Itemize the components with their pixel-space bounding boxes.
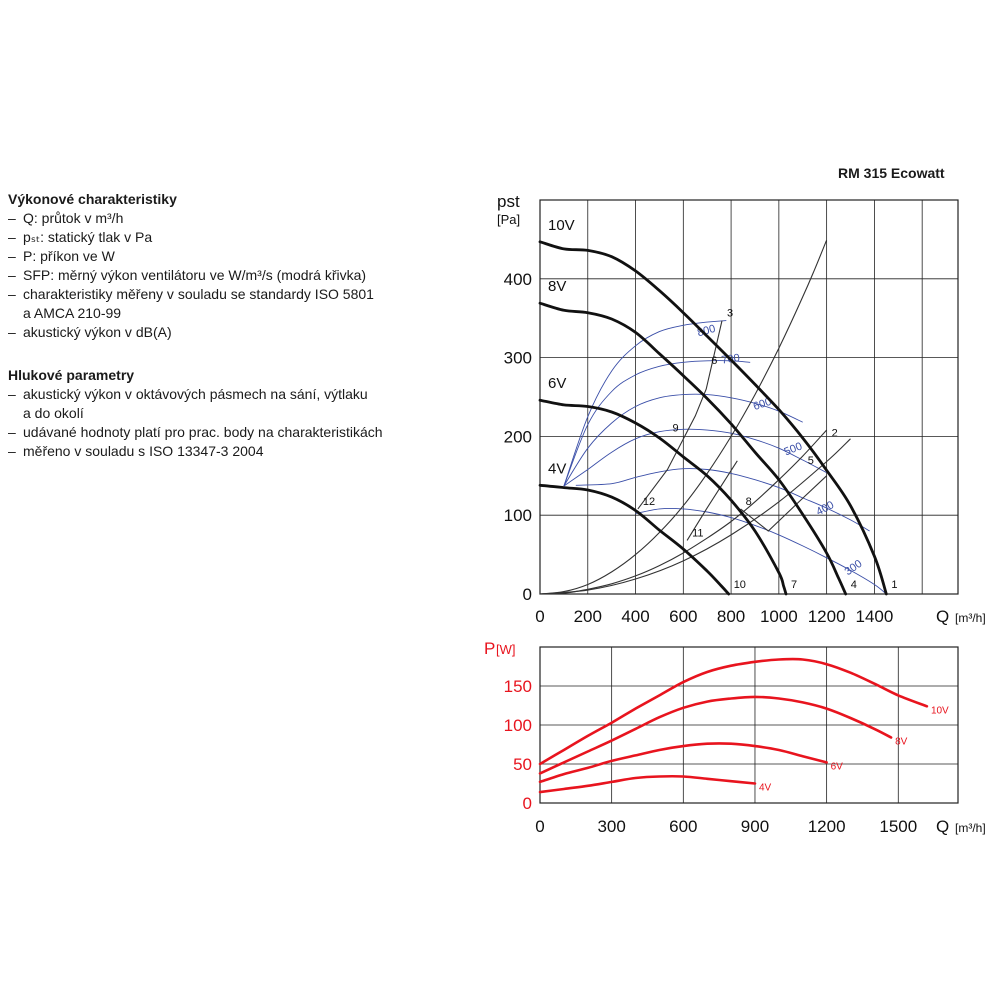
pressure-y-tick-label: 300 [504,349,532,368]
power-curve-label: 6V [831,761,844,772]
power-y-axis-label: P [484,639,495,658]
pressure-x-axis-unit: [m³/h] [955,611,986,625]
pressure-y-tick-label: 400 [504,270,532,289]
performance-item-acoustic: akustický výkon v dB(A) [8,323,374,342]
operating-point-label: 1 [891,579,897,591]
system-curve [539,239,828,595]
sfp-curve [563,393,803,487]
fan-curve-10v [538,240,888,596]
power-curve-label: 4V [759,783,772,794]
power-x-tick-label: 1500 [879,817,917,836]
fan-curve-4v [538,483,731,596]
power-y-tick-label: 100 [504,716,532,735]
power-x-tick-label: 1200 [808,817,846,836]
pressure-y-axis-label: pst [497,192,520,211]
power-x-tick-label: 300 [597,817,625,836]
sfp-curve-label: 500 [783,440,805,458]
power-curve-label: 8V [895,736,908,747]
pressure-x-tick-label: 800 [717,607,745,626]
pressure-x-tick-label: 1200 [808,607,846,626]
power-curve-6v [538,742,828,784]
pressure-plot-frame [539,199,959,595]
noise-list: akustický výkon v oktávových pásmech na … [8,385,383,461]
power-y-tick-label: 150 [504,677,532,696]
power-y-axis-unit: [W] [496,642,516,657]
fan-curve-6v [538,398,788,596]
power-curve-10v [538,657,929,766]
noise-item-validity: udávané hodnoty platí pro prac. body na … [8,423,383,442]
performance-list: Q: průtok v m³/h pₛₜ: statický tlak v Pa… [8,209,374,342]
power-y-tick-label: 50 [513,755,532,774]
operating-point-label: 10 [734,579,746,591]
power-x-tick-label: 600 [669,817,697,836]
sfp-curve-label: 800 [696,323,717,339]
pressure-y-tick-label: 100 [504,506,532,525]
operating-point-line [637,320,723,510]
power-curve-label: 10V [931,705,949,716]
performance-item-pressure: pₛₜ: statický tlak v Pa [8,228,374,247]
fan-curve-label: 8V [548,278,566,295]
fan-curve-label: 6V [548,375,566,392]
operating-point-label: 9 [673,423,679,435]
power-curve-4v [538,774,757,794]
sfp-curve [563,428,827,487]
noise-item-standard: měřeno v souladu s ISO 13347-3 2004 [8,442,383,461]
pressure-y-tick-label: 200 [504,427,532,446]
pressure-x-tick-label: 600 [669,607,697,626]
operating-point-label: 7 [791,579,797,591]
performance-item-flow: Q: průtok v m³/h [8,209,374,228]
operating-point-label: 5 [808,455,814,467]
noise-item-octave: akustický výkon v oktávových pásmech na … [8,385,383,423]
operating-point-label: 8 [746,496,752,508]
fan-curve-8v [538,301,848,596]
sfp-curve [635,507,887,595]
operating-point-label: 6 [711,355,717,367]
sfp-curve-label: 600 [752,396,773,413]
noise-title: Hlukové parametry [8,367,135,383]
performance-item-sfp: SFP: měrný výkon ventilátoru ve W/m³/s (… [8,266,374,285]
pressure-y-tick-label: 0 [523,585,532,604]
noise-section: Hlukové parametry akustický výkon v oktá… [8,366,383,461]
performance-item-power: P: příkon ve W [8,247,374,266]
pressure-x-tick-label: 400 [621,607,649,626]
operating-point-label: 4 [851,579,857,591]
pressure-x-axis-label: Q [936,607,949,626]
operating-point-label: 3 [727,308,733,320]
pressure-y-axis-unit: [Pa] [497,212,520,227]
power-x-axis-label: Q [936,817,949,836]
fan-curve-label: 4V [548,460,566,477]
operating-point-line [740,475,827,532]
sfp-curve-label: 300 [843,558,865,578]
sfp-curve [563,360,751,487]
fan-curve-label: 10V [548,217,575,234]
power-x-axis-unit: [m³/h] [955,821,986,835]
power-x-tick-label: 900 [741,817,769,836]
power-x-tick-label: 0 [535,817,544,836]
operating-point-label: 12 [643,496,655,508]
product-title: RM 315 Ecowatt [838,165,945,181]
sfp-curve [575,468,870,532]
pressure-x-tick-label: 0 [535,607,544,626]
pressure-x-tick-label: 1000 [760,607,798,626]
performance-item-standards: charakteristiky měřeny v souladu se stan… [8,285,374,323]
operating-point-label: 11 [692,527,703,539]
operating-point-line [686,460,738,541]
power-y-tick-label: 0 [523,794,532,813]
performance-title: Výkonové charakteristiky [8,191,177,207]
pressure-x-tick-label: 1400 [855,607,893,626]
power-curve-8v [538,695,893,775]
operating-point-label: 2 [832,427,838,439]
sfp-curve [563,320,727,487]
performance-section: Výkonové charakteristiky Q: průtok v m³/… [8,190,374,342]
pressure-x-tick-label: 200 [574,607,602,626]
